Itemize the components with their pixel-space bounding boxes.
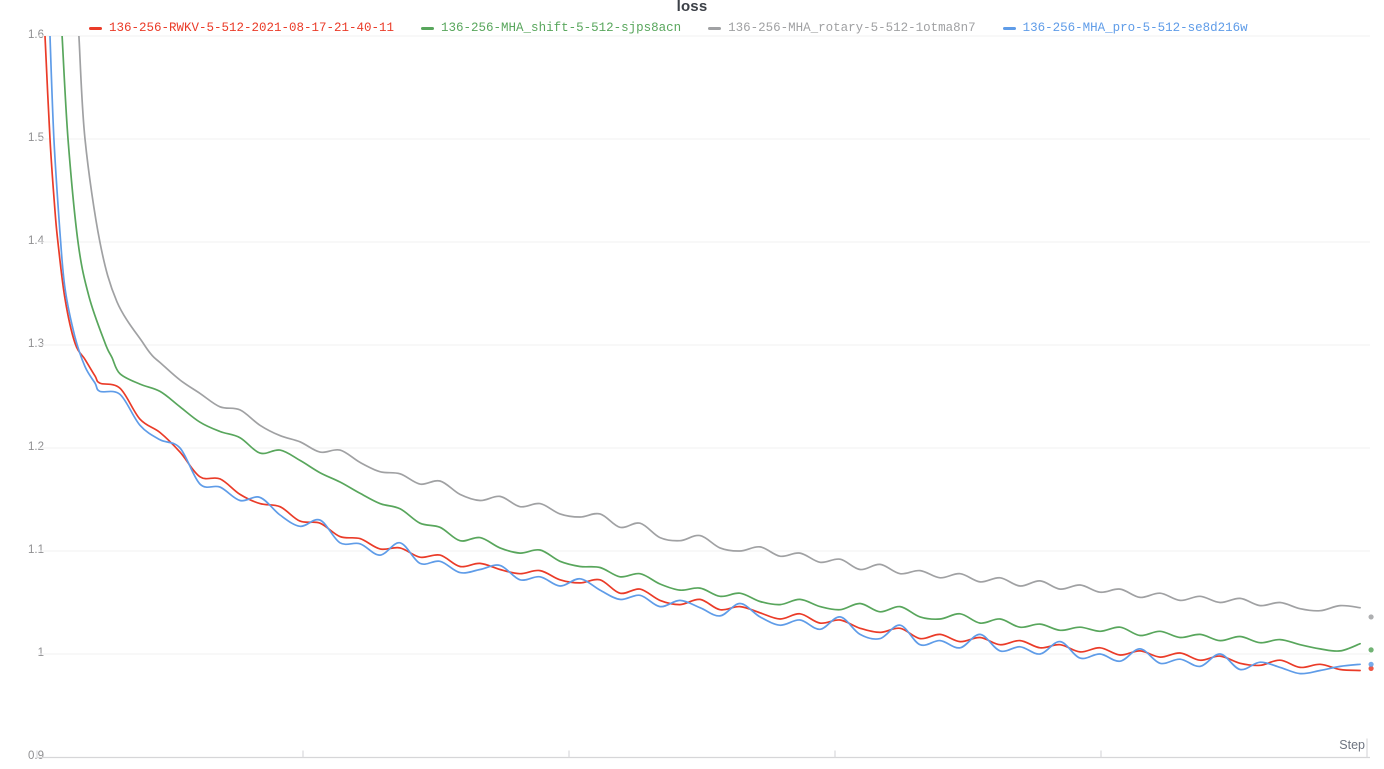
legend-label: 136-256-MHA_rotary-5-512-1otma8n7: [728, 21, 976, 35]
chart-title: loss: [676, 0, 708, 15]
x-axis-label: Step: [1339, 738, 1365, 752]
series-line-3: [49, 36, 1361, 675]
legend: 136-256-RWKV-5-512-2021-08-17-21-40-11 13…: [89, 21, 1248, 35]
legend-item-3[interactable]: 136-256-MHA_pro-5-512-se8d216w: [1002, 21, 1248, 35]
series-end-dot-2: [1368, 614, 1374, 620]
series-line-2: [78, 36, 1361, 612]
series-lines: [44, 36, 1361, 675]
legend-swatch-icon: [89, 26, 102, 30]
legend-label: 136-256-RWKV-5-512-2021-08-17-21-40-11: [109, 21, 395, 35]
legend-item-2[interactable]: 136-256-MHA_rotary-5-512-1otma8n7: [708, 21, 976, 35]
y-axis-tick-label: 1.2: [28, 441, 44, 453]
gridlines: [38, 35, 1370, 655]
legend-label: 136-256-MHA_shift-5-512-sjps8acn: [441, 21, 682, 35]
y-axis-tick-label: 1.4: [28, 235, 44, 247]
series-end-dot-0: [1368, 665, 1374, 672]
series-end-dot-3: [1368, 661, 1374, 667]
legend-item-1[interactable]: 136-256-MHA_shift-5-512-sjps8acn: [421, 21, 681, 35]
y-axis-tick-label: 1.1: [28, 544, 44, 556]
series-end-dots: [1368, 614, 1374, 672]
series-line-0: [44, 36, 1361, 672]
legend-swatch-icon: [421, 26, 435, 30]
y-axis-tick-label: 1.6: [28, 29, 44, 41]
legend-label: 136-256-MHA_pro-5-512-se8d216w: [1022, 21, 1248, 35]
legend-item-0[interactable]: 136-256-RWKV-5-512-2021-08-17-21-40-11: [89, 21, 394, 35]
legend-swatch-icon: [1002, 26, 1016, 30]
y-axis-tick-label: 1.3: [28, 338, 44, 350]
y-axis-tick-label: 1.5: [28, 132, 44, 144]
legend-swatch-icon: [708, 26, 722, 30]
y-axis-tick-label: 0.9: [28, 750, 44, 762]
y-axis-tick-label: 1: [37, 647, 44, 659]
x-axis: [36, 738, 1370, 759]
series-line-1: [61, 36, 1361, 652]
series-end-dot-1: [1368, 647, 1374, 653]
